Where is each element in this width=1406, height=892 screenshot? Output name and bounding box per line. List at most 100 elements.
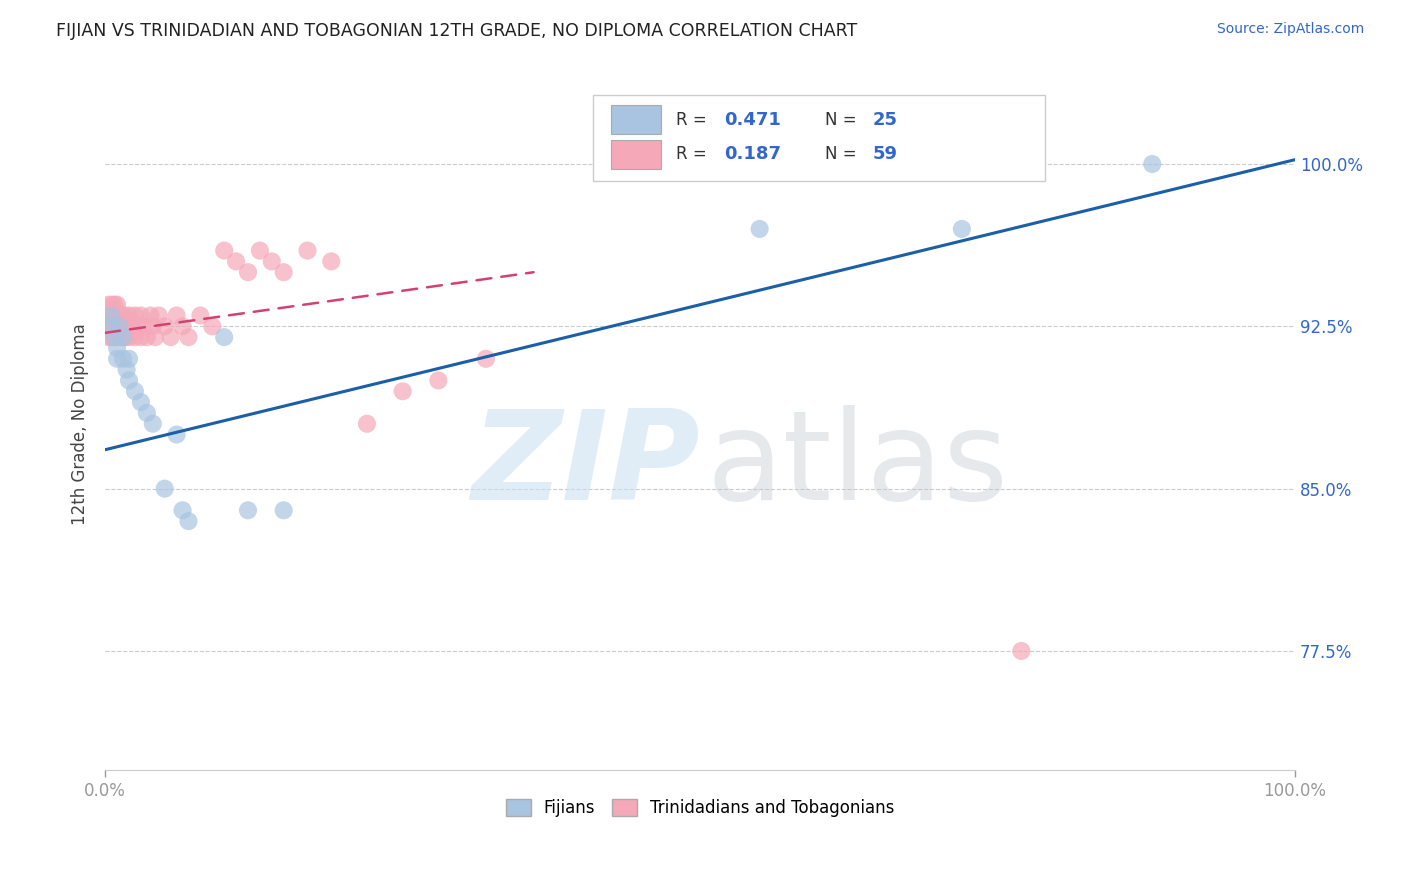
Point xyxy=(97,298,120,312)
Point xyxy=(297,244,319,258)
Point xyxy=(177,330,200,344)
Point xyxy=(103,330,125,344)
Point xyxy=(249,244,271,258)
Point xyxy=(108,309,131,323)
Point xyxy=(105,319,128,334)
Text: N =: N = xyxy=(825,145,862,163)
Point xyxy=(273,265,295,279)
Point xyxy=(190,309,212,323)
Point xyxy=(118,373,141,387)
Point xyxy=(201,319,224,334)
Text: Source: ZipAtlas.com: Source: ZipAtlas.com xyxy=(1216,22,1364,37)
Point xyxy=(108,330,131,344)
Point xyxy=(225,254,247,268)
Point xyxy=(112,319,135,334)
Point xyxy=(97,309,120,323)
Text: 59: 59 xyxy=(873,145,897,163)
Point xyxy=(100,309,122,323)
Point xyxy=(104,330,127,344)
Point xyxy=(236,265,259,279)
Point xyxy=(100,309,122,323)
Point xyxy=(115,319,138,334)
Point xyxy=(104,319,127,334)
Point xyxy=(100,330,122,344)
Point xyxy=(748,222,770,236)
Point xyxy=(1142,157,1164,171)
Point xyxy=(172,503,194,517)
Point xyxy=(159,330,181,344)
Point xyxy=(129,395,152,409)
Point xyxy=(153,482,176,496)
Point xyxy=(108,319,131,334)
Point xyxy=(391,384,413,399)
Point xyxy=(143,330,166,344)
Point xyxy=(104,330,127,344)
Point xyxy=(1010,644,1032,658)
Point xyxy=(475,351,498,366)
Point xyxy=(124,330,146,344)
Point xyxy=(153,319,176,334)
Point xyxy=(101,298,124,312)
Text: 0.471: 0.471 xyxy=(724,111,780,128)
Point xyxy=(101,319,124,334)
Point xyxy=(135,330,157,344)
Point xyxy=(142,417,165,431)
Legend: Fijians, Trinidadians and Tobagonians: Fijians, Trinidadians and Tobagonians xyxy=(499,792,901,824)
Point xyxy=(114,330,136,344)
Text: atlas: atlas xyxy=(706,405,1008,525)
Point xyxy=(97,330,120,344)
Point xyxy=(112,351,135,366)
Point xyxy=(427,373,450,387)
Point xyxy=(321,254,343,268)
Text: 25: 25 xyxy=(873,111,897,128)
Text: FIJIAN VS TRINIDADIAN AND TOBAGONIAN 12TH GRADE, NO DIPLOMA CORRELATION CHART: FIJIAN VS TRINIDADIAN AND TOBAGONIAN 12T… xyxy=(56,22,858,40)
Text: R =: R = xyxy=(676,145,713,163)
Point xyxy=(98,319,121,334)
Point xyxy=(260,254,283,268)
Point xyxy=(166,309,188,323)
Point xyxy=(212,330,235,344)
FancyBboxPatch shape xyxy=(593,95,1045,181)
Point xyxy=(103,309,125,323)
Text: 0.187: 0.187 xyxy=(724,145,780,163)
Point xyxy=(172,319,194,334)
Point xyxy=(104,298,127,312)
Point xyxy=(142,319,165,334)
Point xyxy=(118,351,141,366)
Point xyxy=(148,309,170,323)
Point xyxy=(273,503,295,517)
Point xyxy=(112,330,135,344)
Point xyxy=(110,319,132,334)
Point xyxy=(356,417,378,431)
Point xyxy=(134,319,156,334)
Point xyxy=(129,330,152,344)
Text: R =: R = xyxy=(676,111,713,128)
Point xyxy=(105,341,128,355)
Point xyxy=(236,503,259,517)
Point xyxy=(105,309,128,323)
Point xyxy=(124,309,146,323)
Point xyxy=(212,244,235,258)
Point xyxy=(128,319,150,334)
Point xyxy=(112,309,135,323)
Point xyxy=(111,309,134,323)
Point xyxy=(118,330,141,344)
Point xyxy=(124,384,146,399)
Point xyxy=(100,319,122,334)
Text: N =: N = xyxy=(825,111,862,128)
Point xyxy=(105,298,128,312)
Point xyxy=(120,319,142,334)
Point xyxy=(177,514,200,528)
Point xyxy=(112,330,135,344)
Point xyxy=(118,309,141,323)
Point xyxy=(166,427,188,442)
Point xyxy=(115,362,138,376)
Text: ZIP: ZIP xyxy=(471,405,700,525)
Point xyxy=(139,309,162,323)
FancyBboxPatch shape xyxy=(610,105,661,134)
Point xyxy=(105,351,128,366)
FancyBboxPatch shape xyxy=(610,140,661,169)
Point xyxy=(135,406,157,420)
Point xyxy=(129,309,152,323)
Y-axis label: 12th Grade, No Diploma: 12th Grade, No Diploma xyxy=(72,323,89,524)
